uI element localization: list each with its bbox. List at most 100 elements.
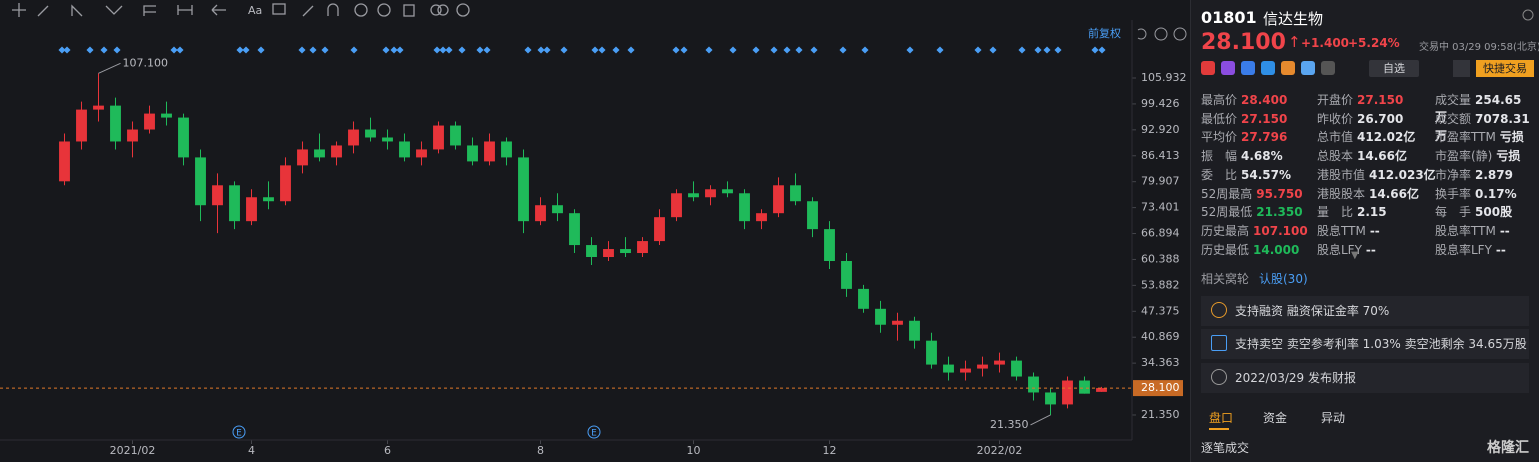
stats-cell: 开盘价 27.150	[1317, 91, 1403, 108]
tool-wave[interactable]	[105, 5, 123, 15]
watch-button[interactable]: 自选	[1369, 60, 1419, 77]
x-tick-label: 2022/02	[977, 444, 1023, 457]
candle-body	[127, 129, 138, 142]
tool-lock[interactable]	[354, 3, 368, 17]
event-dot	[936, 46, 944, 54]
tool-cross[interactable]	[12, 3, 26, 17]
warrants-link[interactable]: 认股(30)	[1259, 272, 1308, 286]
tool-magnet[interactable]	[327, 3, 339, 16]
stats-label: 股息LFY	[1317, 242, 1362, 257]
stats-value: 95.750	[1256, 186, 1303, 201]
status: 交易中 03/29 09:58(北京)	[1419, 42, 1539, 53]
high-pointer	[98, 62, 121, 74]
notice[interactable]: 支持融资 融资保证金率 70%	[1201, 296, 1529, 326]
candle-body	[416, 149, 427, 158]
candle-body	[314, 149, 325, 158]
stats-value: 14.000	[1253, 242, 1300, 257]
stats-value: 亏损	[1496, 149, 1521, 164]
candle-body	[824, 229, 835, 261]
candle-body	[1028, 376, 1039, 393]
stats-cell: 历史最高 107.100	[1201, 222, 1308, 239]
tool-fib[interactable]	[143, 5, 156, 16]
zoom-in[interactable]	[1173, 27, 1187, 41]
tool-hide[interactable]	[377, 3, 391, 17]
candle-body	[161, 113, 172, 118]
stats-cell: 52周最低 21.350	[1201, 203, 1303, 220]
candle-body	[773, 185, 784, 214]
toolbar-text[interactable]: Aa	[248, 4, 262, 17]
stock-name: 信达生物	[1263, 10, 1324, 28]
event-dot	[560, 46, 568, 54]
event-dot	[321, 46, 329, 54]
tool-settings[interactable]	[456, 3, 470, 17]
event-dot	[591, 46, 599, 54]
tool-arrow[interactable]	[211, 4, 226, 16]
change: +1.400	[1301, 36, 1350, 50]
stats-value: --	[1369, 223, 1380, 238]
stats-label: 52周最高	[1201, 186, 1253, 201]
zoom-out[interactable]	[1154, 27, 1168, 41]
notice[interactable]: 支持卖空 卖空参考利率 1.03% 卖空池剩余 34.65万股	[1201, 329, 1529, 359]
alert-button[interactable]	[1453, 60, 1470, 77]
stats-cell: 股息率TTM --	[1435, 222, 1510, 239]
notice[interactable]: 2022/03/29 发布财报	[1201, 363, 1529, 393]
tool-delete[interactable]	[403, 4, 415, 17]
tool-link[interactable]	[430, 4, 442, 16]
tab[interactable]: 异动	[1321, 411, 1346, 425]
y-tick-label: 92.920	[1141, 123, 1180, 136]
candle-body	[909, 320, 920, 341]
x-tick-label: 2021/02	[110, 444, 156, 457]
tab[interactable]: 盘口	[1209, 411, 1234, 425]
candle-body	[1096, 388, 1107, 392]
current-price-label: 28.100	[1141, 381, 1180, 394]
tool-line[interactable]	[37, 5, 49, 17]
stats-label: 52周最低	[1201, 205, 1253, 220]
stats-label: 开盘价	[1317, 93, 1354, 107]
y-tick-label: 99.426	[1141, 97, 1180, 110]
candle-body	[807, 201, 818, 230]
tab[interactable]: 资金	[1263, 411, 1288, 425]
event-marker[interactable]	[587, 425, 601, 439]
stats-label: 股息率LFY	[1435, 242, 1492, 257]
event-dot	[1018, 46, 1026, 54]
event-dot	[612, 46, 620, 54]
tool-note[interactable]	[272, 3, 286, 15]
stats-cell: 总股本 14.66亿	[1317, 147, 1407, 164]
event-dot	[672, 46, 680, 54]
badges	[1201, 61, 1335, 78]
candle-body	[144, 113, 155, 130]
candle-body	[518, 157, 529, 222]
candle-body	[76, 109, 87, 142]
x-tick-label: 12	[823, 444, 837, 457]
event-dot	[483, 46, 491, 54]
tool-measure[interactable]	[177, 5, 193, 15]
stats-row: 历史最高 107.100 股息TTM -- 股息率TTM --	[1201, 222, 1531, 240]
y-tick-label: 60.388	[1141, 252, 1180, 265]
stats-label: 最高价	[1201, 93, 1238, 107]
high-label: 107.100	[123, 56, 169, 69]
event-dot	[861, 46, 869, 54]
stats-cell: 股息TTM --	[1317, 222, 1380, 239]
candle-body	[892, 320, 903, 325]
collapse[interactable]: ▼	[1351, 250, 1359, 261]
event-dot	[242, 46, 250, 54]
event-dot	[458, 46, 466, 54]
candle-body	[722, 189, 733, 194]
event-dot	[680, 46, 688, 54]
candle-body	[926, 340, 937, 365]
stats-cell: 港股市值 412.023亿	[1317, 166, 1436, 183]
stats-cell: 换手率 0.17%	[1435, 185, 1517, 202]
stock-code: 01801	[1201, 8, 1257, 27]
trade-button[interactable]: 快捷交易	[1476, 60, 1534, 77]
reset[interactable]	[1137, 28, 1147, 40]
settings-icon[interactable]	[1521, 8, 1535, 22]
event-marker[interactable]	[232, 425, 246, 439]
stats-value: 27.150	[1241, 111, 1288, 126]
chart-controls	[1137, 27, 1187, 41]
stats-label: 平均价	[1201, 130, 1238, 145]
tool-link2[interactable]	[437, 4, 449, 16]
adjust-label[interactable]: 前复权	[1088, 26, 1121, 40]
ticks-title: 逐笔成交	[1201, 441, 1250, 455]
tool-pen[interactable]	[71, 4, 83, 17]
tool-eraser[interactable]	[302, 5, 314, 17]
